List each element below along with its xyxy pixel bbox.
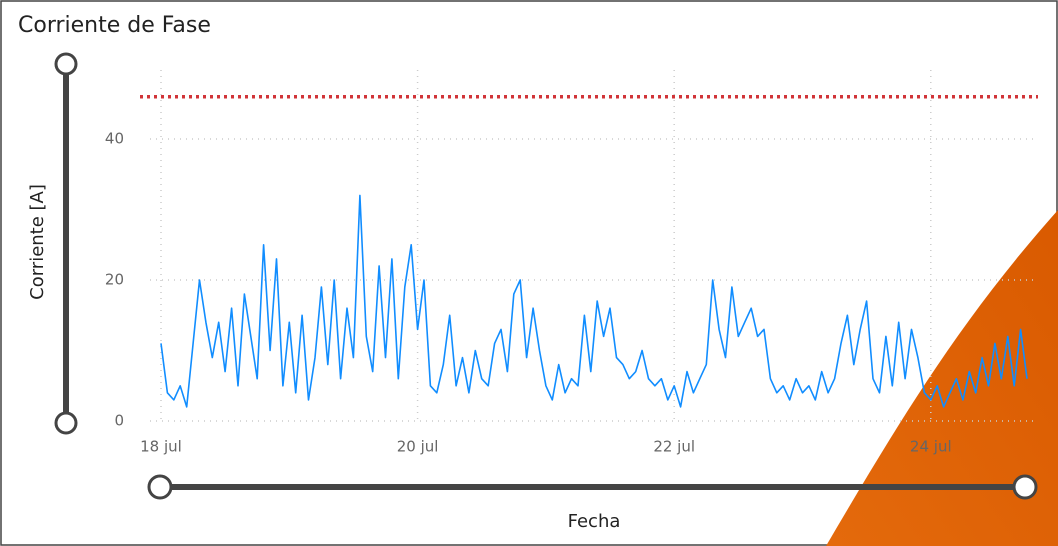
y-tick-label: 40 (105, 130, 124, 148)
decoration (826, 210, 1058, 546)
y-slider[interactable] (54, 52, 78, 435)
x-slider[interactable] (147, 474, 1038, 500)
x-tick-label: 20 jul (397, 438, 439, 456)
slider-handle[interactable] (54, 411, 78, 435)
slider-handle[interactable] (1012, 474, 1038, 500)
data-line (160, 194, 1028, 408)
x-tick-label: 22 jul (653, 438, 695, 456)
plot-area (140, 70, 1038, 422)
slider-handle[interactable] (147, 474, 173, 500)
chart-title: Corriente de Fase (18, 13, 211, 38)
y-tick-label: 0 (114, 412, 124, 430)
x-tick-label: 24 jul (910, 438, 952, 456)
x-tick-label: 18 jul (140, 438, 182, 456)
x-axis-title: Fecha (568, 511, 621, 532)
slider-handle[interactable] (54, 52, 78, 76)
y-axis-title: Corriente [A] (27, 184, 48, 300)
y-tick-label: 20 (105, 271, 124, 289)
